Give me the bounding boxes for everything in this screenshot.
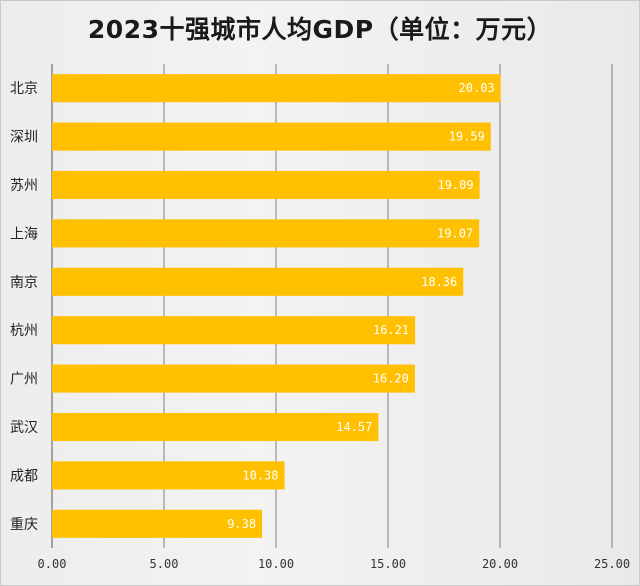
bar bbox=[52, 412, 379, 442]
x-tick-label: 5.00 bbox=[150, 557, 179, 571]
bar-value-label: 9.38 bbox=[227, 517, 256, 531]
bar-value-label: 10.38 bbox=[242, 468, 278, 482]
x-tick-label: 15.00 bbox=[370, 557, 406, 571]
bar bbox=[52, 170, 480, 200]
bar-value-label: 20.03 bbox=[459, 81, 495, 95]
bar bbox=[52, 219, 480, 248]
bars bbox=[52, 74, 501, 538]
category-label: 北京 bbox=[10, 81, 38, 97]
bar bbox=[52, 461, 285, 490]
bar bbox=[52, 122, 491, 151]
category-label: 南京 bbox=[10, 275, 38, 291]
bar bbox=[52, 267, 464, 296]
x-tick-label: 10.00 bbox=[258, 557, 294, 571]
bar-value-label: 19.59 bbox=[449, 130, 485, 144]
bar-value-label: 14.57 bbox=[336, 420, 372, 434]
bar-value-label: 19.07 bbox=[437, 226, 473, 240]
x-tick-label: 20.00 bbox=[482, 557, 518, 571]
bar bbox=[52, 74, 501, 103]
bar-value-label: 18.36 bbox=[421, 275, 457, 289]
category-label: 广州 bbox=[10, 372, 38, 388]
category-label: 杭州 bbox=[10, 323, 38, 339]
category-label: 苏州 bbox=[10, 178, 38, 194]
chart-title: 2023十强城市人均GDP（单位：万元） bbox=[87, 15, 553, 44]
category-label: 成都 bbox=[10, 468, 38, 484]
bar bbox=[52, 509, 263, 538]
category-label: 重庆 bbox=[10, 517, 38, 533]
bar-value-label: 19.09 bbox=[437, 178, 473, 192]
x-axis-ticks: 0.00 5.00 10.00 15.00 20.00 25.00 bbox=[38, 557, 631, 571]
x-tick-label: 0.00 bbox=[38, 557, 67, 571]
bar-value-label: 16.21 bbox=[373, 323, 409, 337]
data-labels: 20.03 19.59 19.09 19.07 18.36 16.21 16.20 14.57… bbox=[227, 81, 494, 531]
category-label: 上海 bbox=[10, 226, 38, 242]
category-label: 武汉 bbox=[10, 420, 38, 436]
x-tick-label: 25.00 bbox=[594, 557, 630, 571]
bar bbox=[52, 364, 415, 393]
bar bbox=[52, 316, 416, 345]
bar-value-label: 16.20 bbox=[373, 372, 409, 386]
category-label: 深圳 bbox=[10, 130, 38, 146]
